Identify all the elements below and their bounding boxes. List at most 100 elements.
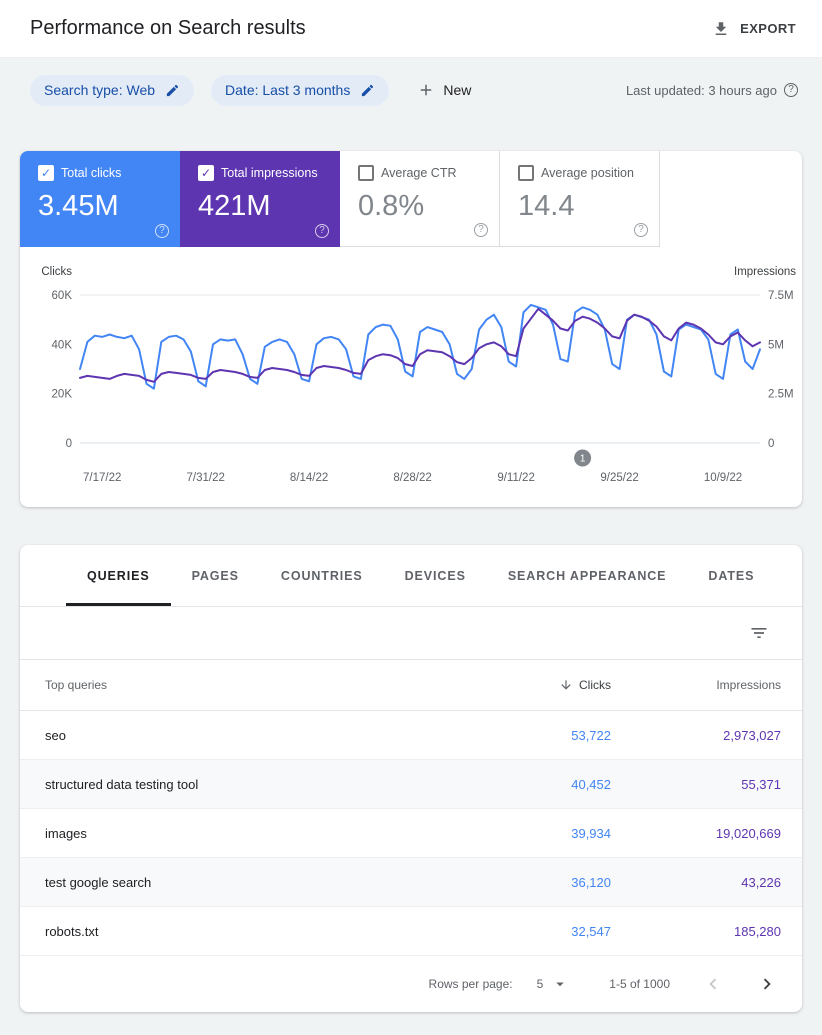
app-header: Performance on Search results EXPORT [0,0,822,58]
pagination-bar: Rows per page: 5 1-5 of 1000 [20,956,802,1012]
filter-chip-date[interactable]: Date: Last 3 months [211,74,390,106]
impressions-cell: 55,371 [741,776,781,792]
checkbox-checked-icon[interactable]: ✓ [198,165,214,181]
new-filter-button[interactable]: New [417,81,471,99]
table-row-structured-data-testing-tool[interactable]: structured data testing tool 40,452 55,371 [20,760,802,809]
svg-text:9/25/22: 9/25/22 [600,472,638,484]
svg-text:Impressions: Impressions [734,266,796,278]
table-row-test-google-search[interactable]: test google search 36,120 43,226 [20,858,802,907]
tab-queries[interactable]: QUERIES [66,545,171,606]
next-page-button[interactable] [756,973,778,995]
svg-text:7/17/22: 7/17/22 [83,472,121,484]
clicks-cell: 40,452 [571,776,611,792]
last-updated-text: Last updated: 3 hours ago [625,82,777,98]
tile-label: Average CTR [381,166,457,180]
help-icon[interactable]: ? [634,223,648,237]
clicks-cell: 32,547 [571,923,611,939]
metric-tile-average-ctr[interactable]: Average CTR 0.8%? [340,151,500,247]
clicks-cell: 36,120 [571,874,611,890]
tab-dates[interactable]: DATES [708,568,755,583]
filter-list-icon[interactable] [749,623,769,643]
help-icon[interactable]: ? [315,224,329,238]
svg-text:Clicks: Clicks [41,266,72,278]
rows-per-page-select[interactable]: 5 [537,975,570,993]
table-header-row: Top queries Clicks Impressions [20,660,802,711]
metric-tiles: ✓ Total clicks 3.45M? ✓ Total impressions 421… [20,151,802,247]
performance-summary-card: ✓ Total clicks 3.45M? ✓ Total impressions 421… [20,151,802,507]
help-icon[interactable]: ? [155,224,169,238]
edit-pencil-icon [166,84,179,96]
table-row-images[interactable]: images 39,934 19,020,669 [20,809,802,858]
dimension-tabs: QUERIES PAGES COUNTRIES DEVICES SEARCH APPEA… [20,545,802,607]
svg-text:40K: 40K [52,339,73,351]
help-icon[interactable]: ? [474,223,488,237]
svg-text:7.5M: 7.5M [768,290,794,302]
svg-text:9/11/22: 9/11/22 [497,472,535,484]
chart-area: 60K 40K 20K 0 7.5M 5M 2.5M 0 Clicks Impressions 7/… [20,247,802,507]
query-cell: seo [45,727,66,743]
chevron-right-icon [763,978,771,990]
svg-text:8/28/22: 8/28/22 [393,472,431,484]
new-filter-label: New [443,82,472,98]
chip-label: Search type: Web [44,82,156,98]
caret-down-icon [556,982,565,987]
column-header-clicks[interactable]: Clicks [421,678,611,692]
metric-tile-total-clicks[interactable]: ✓ Total clicks 3.45M? [20,151,180,247]
svg-text:10/9/22: 10/9/22 [704,472,742,484]
chevron-left-icon [709,978,717,990]
query-cell: images [45,825,87,841]
tile-label: Average position [541,166,634,180]
query-cell: test google search [45,874,152,890]
previous-page-button[interactable] [702,973,724,995]
tab-countries[interactable]: COUNTRIES [280,568,363,583]
edit-pencil-icon [362,84,374,96]
page-title: Performance on Search results [30,17,306,39]
svg-text:7/31/22: 7/31/22 [187,472,225,484]
svg-text:1: 1 [580,454,586,465]
table-row-robots-txt[interactable]: robots.txt 32,547 185,280 [20,907,802,956]
query-cell: structured data testing tool [45,776,199,792]
checkbox-checked-icon[interactable]: ✓ [38,165,54,181]
column-header-impressions[interactable]: Impressions [716,678,781,692]
clicks-cell: 53,722 [571,727,611,743]
tab-pages[interactable]: PAGES [191,568,239,583]
tile-label: Total impressions [221,166,318,180]
tile-value: 3.45M [38,190,119,222]
help-icon[interactable]: ? [784,83,798,97]
table-row-seo[interactable]: seo 53,722 2,973,027 [20,711,802,760]
performance-chart[interactable]: 60K 40K 20K 0 7.5M 5M 2.5M 0 Clicks Impressions 7/… [20,247,802,507]
impressions-cell: 43,226 [741,874,781,890]
table-filter-row [20,607,802,660]
tile-value: 421M [198,190,271,222]
svg-text:8/14/22: 8/14/22 [290,472,328,484]
export-label: EXPORT [740,21,796,36]
metric-tile-total-impressions[interactable]: ✓ Total impressions 421M? [180,151,340,247]
table-body: seo 53,722 2,973,027 structured data testin… [20,711,802,956]
chart-annotation-marker[interactable]: 1 [574,449,592,467]
metric-tile-average-position[interactable]: Average position 14.4? [500,151,660,247]
svg-text:60K: 60K [52,290,73,302]
sort-desc-icon [561,680,571,690]
clicks-cell: 39,934 [571,825,611,841]
filter-bar: Search type: Web Date: Last 3 months New … [30,74,798,106]
column-header-queries[interactable]: Top queries [45,678,108,692]
rows-per-page-value: 5 [536,977,544,991]
filter-chip-search-type[interactable]: Search type: Web [30,74,195,106]
impressions-cell: 2,973,027 [723,727,781,743]
clicks-header-label: Clicks [579,678,611,692]
svg-text:2.5M: 2.5M [768,389,794,401]
export-button[interactable]: EXPORT [712,20,796,38]
svg-text:20K: 20K [52,389,73,401]
impressions-cell: 185,280 [734,923,781,939]
svg-text:0: 0 [66,438,72,450]
checkbox-unchecked-icon[interactable] [358,165,374,181]
svg-text:0: 0 [768,438,774,450]
tile-label: Total clicks [61,166,122,180]
tab-devices[interactable]: DEVICES [404,568,466,583]
checkbox-unchecked-icon[interactable] [518,165,534,181]
svg-text:5M: 5M [768,339,784,351]
dimensions-table-card: QUERIES PAGES COUNTRIES DEVICES SEARCH APPEA… [20,545,802,1012]
rows-per-page-label: Rows per page: [428,977,513,991]
filter-chips: Search type: Web Date: Last 3 months [30,74,406,106]
tab-search-appearance[interactable]: SEARCH APPEARANCE [507,568,667,583]
